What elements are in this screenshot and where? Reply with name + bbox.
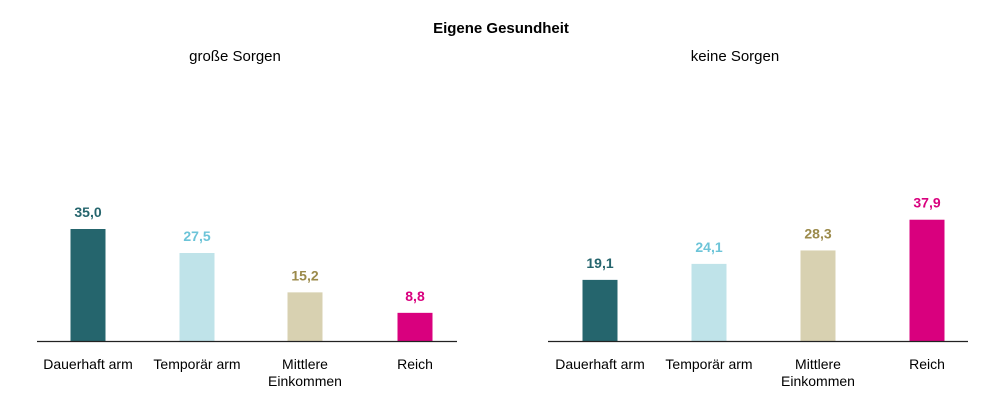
value-label-grosse-sorgen-reich: 8,8	[405, 288, 425, 304]
bar-keine-sorgen-dauerhaft-arm	[582, 279, 618, 341]
bar-keine-sorgen-temporaer-arm	[691, 263, 727, 341]
value-label-keine-sorgen-mittlere-einkommen: 28,3	[804, 225, 831, 241]
bar-grosse-sorgen-mittlere-einkommen	[287, 292, 323, 341]
panel-subtitle-grosse-sorgen: große Sorgen	[189, 48, 281, 65]
category-label-grosse-sorgen-reich: Reich	[397, 356, 433, 372]
category-label-keine-sorgen-temporaer-arm: Temporär arm	[665, 356, 752, 372]
category-label-grosse-sorgen-mittlere-einkommen: Mittlere Einkommen	[268, 356, 342, 389]
category-label-keine-sorgen-reich: Reich	[909, 356, 945, 372]
chart-title: Eigene Gesundheit	[433, 20, 569, 37]
category-label-keine-sorgen-mittlere-einkommen: Mittlere Einkommen	[781, 356, 855, 389]
value-label-keine-sorgen-temporaer-arm: 24,1	[695, 239, 722, 255]
bar-keine-sorgen-reich	[909, 219, 945, 341]
value-label-grosse-sorgen-mittlere-einkommen: 15,2	[291, 267, 318, 283]
value-label-keine-sorgen-dauerhaft-arm: 19,1	[586, 255, 613, 271]
bar-grosse-sorgen-temporaer-arm	[179, 253, 215, 341]
category-label-grosse-sorgen-temporaer-arm: Temporär arm	[153, 356, 240, 372]
value-label-grosse-sorgen-temporaer-arm: 27,5	[183, 228, 210, 244]
bar-grosse-sorgen-dauerhaft-arm	[70, 229, 106, 341]
value-label-keine-sorgen-reich: 37,9	[913, 195, 940, 211]
bar-grosse-sorgen-reich	[397, 312, 433, 341]
bar-keine-sorgen-mittlere-einkommen	[800, 250, 836, 341]
category-label-grosse-sorgen-dauerhaft-arm: Dauerhaft arm	[43, 356, 132, 372]
panel-subtitle-keine-sorgen: keine Sorgen	[691, 48, 779, 65]
value-label-grosse-sorgen-dauerhaft-arm: 35,0	[74, 204, 101, 220]
category-label-keine-sorgen-dauerhaft-arm: Dauerhaft arm	[555, 356, 644, 372]
